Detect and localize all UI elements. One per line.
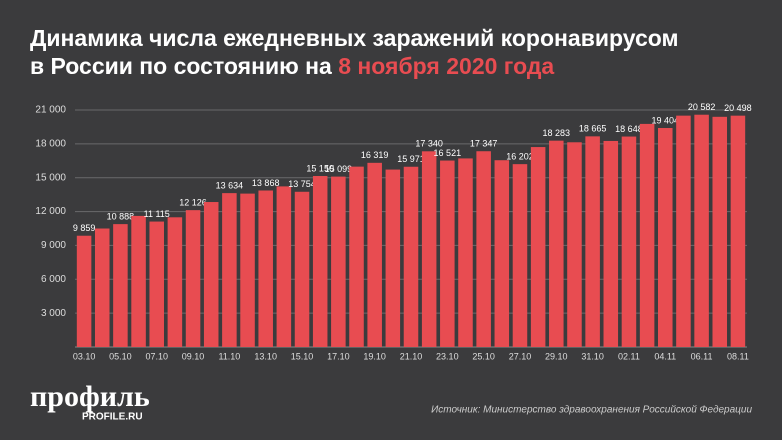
value-label: 11 115 [144, 209, 170, 219]
bar [222, 193, 237, 347]
bar [476, 151, 491, 347]
value-label: 16 319 [361, 150, 389, 160]
bar [312, 176, 328, 347]
x-tick-label: 27.10 [509, 351, 532, 361]
bar [494, 160, 510, 347]
bar [94, 228, 110, 347]
value-label: 20 582 [688, 102, 716, 112]
bar [639, 123, 655, 348]
x-tick-label: 31.10 [581, 351, 604, 361]
value-label: 16 521 [434, 148, 462, 158]
y-tick-label: 3 000 [41, 308, 66, 319]
x-tick-label: 29.10 [545, 351, 568, 361]
x-tick-label: 05.10 [109, 351, 132, 361]
bar [567, 142, 582, 347]
bar [549, 140, 564, 347]
source: Источник: Министерство здравоохранения Р… [431, 405, 752, 416]
value-label: 9 859 [73, 223, 96, 233]
y-tick-label: 21 000 [35, 105, 66, 116]
value-label: 18 648 [615, 124, 643, 134]
bar [730, 115, 746, 347]
bar [76, 235, 92, 347]
value-label: 17 347 [470, 139, 498, 149]
y-tick-label: 9 000 [41, 240, 66, 251]
bar [658, 128, 673, 347]
x-tick-label: 17.10 [327, 351, 350, 361]
logo-site: PROFILE.RU [82, 412, 143, 423]
bar [603, 140, 619, 347]
chart-title: Динамика числа ежедневных заражений коро… [30, 25, 679, 79]
x-tick-label: 06.11 [691, 351, 713, 361]
bar [440, 160, 455, 347]
bar [712, 116, 728, 347]
x-tick-label: 23.10 [436, 351, 459, 361]
value-label: 15 971 [397, 154, 425, 164]
bar [403, 166, 419, 347]
x-tick-label: 19.10 [363, 351, 386, 361]
bar [131, 215, 146, 347]
title-line: в России по состоянию на [30, 53, 338, 79]
bar [294, 191, 310, 347]
bar [185, 210, 201, 347]
bar [167, 217, 183, 347]
bar [367, 162, 382, 347]
value-label: 13 754 [288, 179, 316, 189]
x-tick-label: 11.10 [218, 351, 240, 361]
x-tick-label: 13.10 [254, 351, 277, 361]
bar [203, 202, 219, 347]
value-label: 12 126 [179, 198, 207, 208]
bar [113, 224, 128, 347]
bar [149, 221, 164, 347]
value-label: 20 498 [724, 103, 752, 113]
x-tick-label: 15.10 [291, 351, 314, 361]
bar [694, 114, 709, 347]
value-label: 15 150 [306, 163, 334, 173]
x-tick-label: 07.10 [145, 351, 168, 361]
value-label: 15 099 [325, 164, 353, 174]
value-label: 13 868 [252, 178, 280, 188]
value-label: 19 404 [652, 115, 680, 125]
bar [530, 147, 546, 347]
value-label: 17 340 [415, 139, 443, 149]
bar [421, 151, 437, 347]
x-tick-label: 03.10 [73, 351, 96, 361]
value-label: 18 283 [543, 128, 571, 138]
x-tick-label: 08.11 [727, 351, 749, 361]
bar [512, 164, 528, 347]
bar [331, 176, 346, 347]
bar [258, 190, 273, 347]
x-tick-label: 02.11 [618, 351, 640, 361]
title-date: 8 ноября 2020 года [338, 53, 554, 79]
bar [458, 158, 473, 347]
bar [240, 193, 255, 347]
bar [585, 136, 600, 347]
bar [621, 136, 637, 347]
x-tick-label: 09.10 [182, 351, 205, 361]
y-tick-label: 18 000 [35, 138, 66, 149]
bar [349, 166, 364, 347]
bar [276, 186, 292, 347]
x-tick-label: 21.10 [400, 351, 423, 361]
value-label: 10 888 [107, 211, 135, 221]
y-tick-label: 15 000 [35, 172, 66, 183]
x-tick-label: 04.11 [654, 351, 676, 361]
bar [385, 169, 401, 347]
value-label: 13 634 [216, 181, 244, 191]
bar [676, 115, 691, 348]
logo: профиль [30, 380, 150, 413]
value-label: 18 665 [579, 124, 607, 134]
y-tick-label: 12 000 [35, 206, 66, 217]
x-tick-label: 25.10 [472, 351, 495, 361]
y-tick-label: 6 000 [41, 274, 66, 285]
title-line: Динамика числа ежедневных заражений коро… [30, 25, 679, 51]
value-label: 16 202 [506, 152, 534, 162]
